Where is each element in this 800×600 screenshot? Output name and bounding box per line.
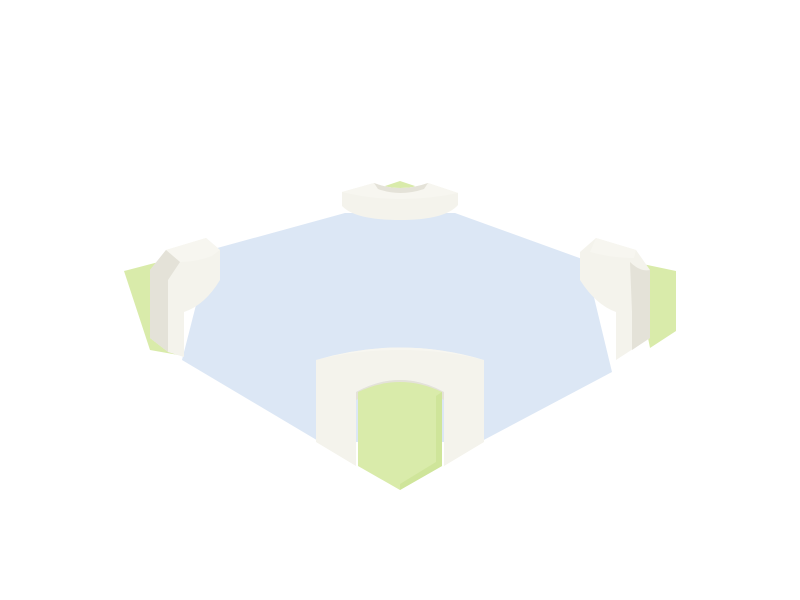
- pool-floor: [182, 213, 612, 442]
- corner-piece-north: [342, 183, 458, 220]
- grass-block-south-side: [400, 392, 442, 490]
- grass-block-south: [358, 382, 442, 490]
- corner-piece-east: [580, 238, 650, 360]
- grass-slab-north-edge: [385, 181, 415, 194]
- corner-piece-west: [150, 238, 220, 357]
